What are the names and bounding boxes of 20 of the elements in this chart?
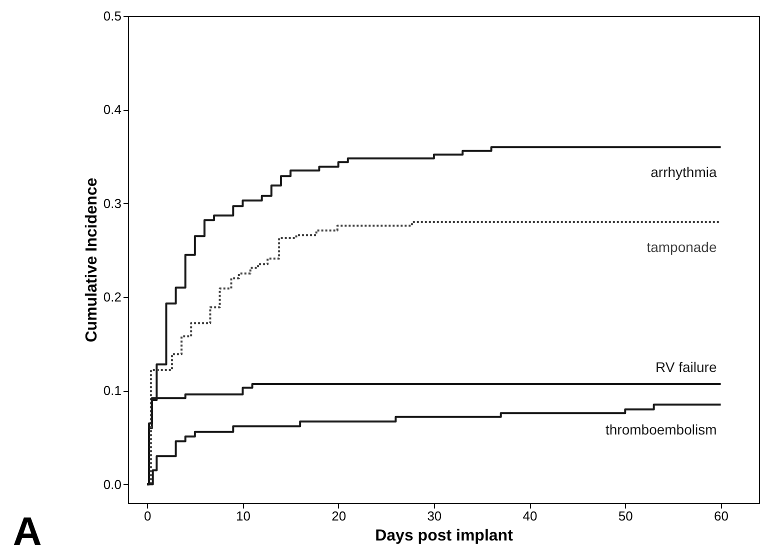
x-tick-label: 50 (618, 508, 633, 524)
series-label: tamponade (646, 239, 717, 256)
x-tick-label: 30 (427, 508, 442, 524)
text: A (12, 510, 42, 554)
series-label: RV failure (656, 359, 717, 376)
y-axis-title: Cumulative Incidence (83, 178, 100, 342)
x-tick-label: 20 (332, 508, 346, 524)
x-axis-title: Days post implant (375, 528, 514, 544)
y-tick-label: 0.4 (103, 102, 122, 118)
y-tick-label: 0.3 (103, 196, 122, 211)
series-label: thromboembolism (605, 422, 717, 438)
x-tick-label: 60 (714, 508, 728, 524)
x-tick-label: 10 (236, 508, 250, 524)
series-label: arrhythmia (650, 164, 717, 180)
x-tick-label: 0 (144, 508, 152, 524)
y-tick-label: 0.2 (103, 289, 122, 304)
y-tick-label: 0.1 (103, 383, 122, 398)
y-tick-label: 0.0 (103, 476, 122, 492)
y-tick-label: 0.5 (103, 8, 122, 24)
x-tick-label: 40 (522, 508, 538, 524)
